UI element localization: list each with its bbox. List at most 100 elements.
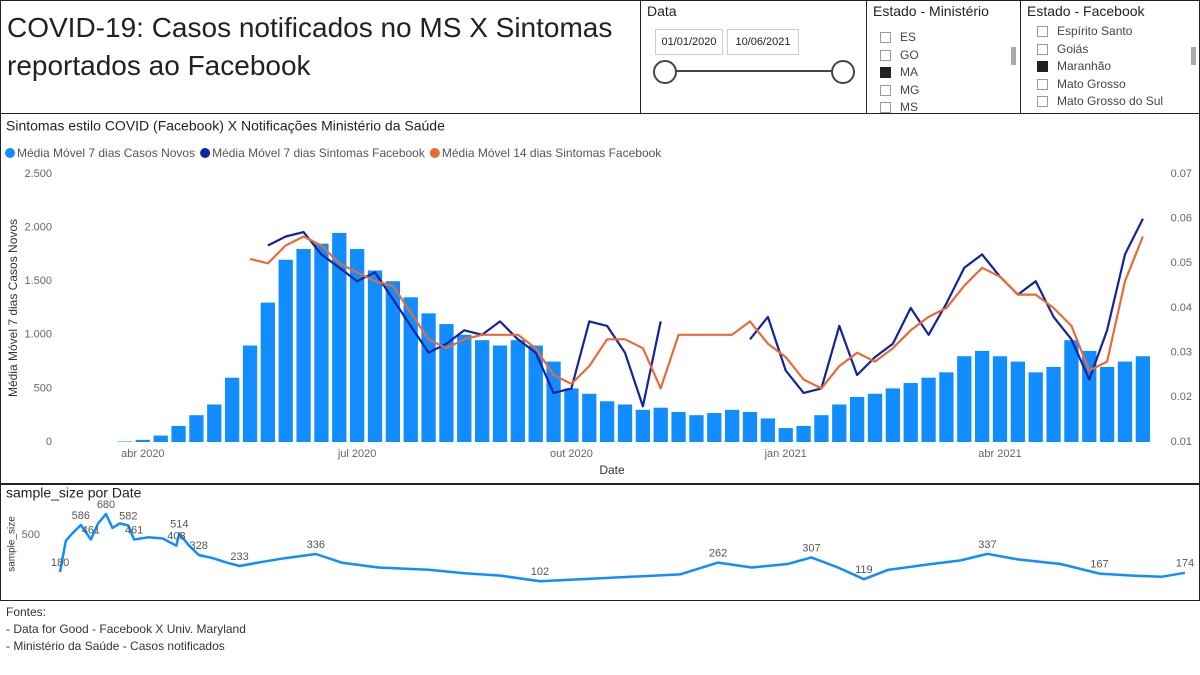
y-tick-label: 2.500 bbox=[24, 168, 52, 180]
y-tick-label: 500 bbox=[34, 382, 52, 394]
y2-tick-label: 0.04 bbox=[1171, 302, 1192, 314]
state-slicer: Estado - Ministério ES GO MA MG MS bbox=[867, 0, 1021, 114]
bar bbox=[350, 249, 365, 442]
bar bbox=[617, 404, 633, 442]
checkbox[interactable] bbox=[1037, 26, 1048, 37]
bar bbox=[778, 428, 793, 442]
y-tick-label: 1.500 bbox=[24, 275, 52, 287]
bar bbox=[742, 411, 758, 442]
checkbox[interactable] bbox=[880, 84, 891, 96]
slicer-item[interactable]: Maranhão bbox=[1057, 59, 1112, 73]
y-tick-label: 500 bbox=[22, 529, 40, 541]
slicer-item[interactable]: MA bbox=[900, 65, 918, 79]
y2-tick-label: 0.06 bbox=[1171, 213, 1192, 225]
bar bbox=[582, 393, 597, 442]
slicer-title: Estado - Ministério bbox=[873, 3, 989, 19]
slicer-item[interactable]: GO bbox=[900, 47, 919, 62]
slicer-item[interactable]: Goiás bbox=[1057, 41, 1089, 56]
bar bbox=[725, 409, 740, 442]
slicer-title: Data bbox=[647, 3, 677, 19]
bar bbox=[1100, 366, 1115, 442]
checkbox[interactable] bbox=[880, 67, 891, 78]
checkbox[interactable] bbox=[1037, 43, 1048, 55]
bar bbox=[957, 356, 972, 442]
bar bbox=[939, 372, 954, 442]
y2-tick-label: 0.01 bbox=[1171, 436, 1192, 448]
bar bbox=[1117, 361, 1133, 442]
bar bbox=[707, 413, 722, 442]
slicer-item[interactable]: ES bbox=[900, 30, 917, 44]
bar bbox=[992, 356, 1008, 442]
data-label: 180 bbox=[51, 557, 69, 569]
data-label: 586 bbox=[72, 510, 90, 522]
bar bbox=[1010, 361, 1025, 442]
bar bbox=[242, 345, 258, 442]
bar bbox=[385, 281, 400, 442]
bar bbox=[689, 415, 704, 442]
y2-tick-label: 0.03 bbox=[1171, 347, 1192, 359]
bar bbox=[564, 388, 579, 442]
main-chart: Sintomas estilo COVID (Facebook) X Notif… bbox=[5, 118, 1192, 477]
date-slicer: Data 01/01/2020 10/06/2021 bbox=[641, 0, 867, 114]
bar bbox=[600, 401, 615, 442]
page-title: COVID-19: Casos notificados no MS X Sint… bbox=[7, 12, 613, 81]
scrollbar[interactable] bbox=[1011, 47, 1016, 65]
x-tick-label: abr 2021 bbox=[978, 448, 1021, 460]
bar bbox=[207, 404, 222, 442]
bar bbox=[510, 340, 525, 442]
legend-label: Média Móvel 7 dias Sintomas Facebook bbox=[212, 146, 426, 160]
bar bbox=[832, 404, 847, 442]
data-label: 336 bbox=[307, 539, 325, 551]
checkbox[interactable] bbox=[880, 102, 891, 113]
legend-swatch bbox=[5, 148, 15, 158]
slider-handle[interactable] bbox=[653, 60, 677, 84]
slicer-title: Estado - Facebook bbox=[1027, 3, 1145, 19]
bar bbox=[1135, 356, 1150, 442]
y2-tick-label: 0.07 bbox=[1171, 168, 1192, 180]
checkbox[interactable] bbox=[1037, 96, 1048, 107]
checkbox[interactable] bbox=[1037, 61, 1048, 72]
slicer-item[interactable]: Mato Grosso do Sul bbox=[1057, 94, 1164, 108]
checkbox[interactable] bbox=[880, 49, 891, 61]
bar bbox=[546, 361, 561, 442]
bar bbox=[528, 345, 543, 442]
data-label: 680 bbox=[97, 499, 115, 511]
bar bbox=[885, 388, 900, 442]
bar bbox=[117, 441, 133, 442]
bar bbox=[814, 415, 829, 442]
bar bbox=[760, 418, 775, 442]
start-date[interactable]: 01/01/2020 bbox=[655, 29, 723, 55]
bar bbox=[1064, 340, 1079, 442]
checkbox[interactable] bbox=[880, 32, 891, 43]
bar bbox=[153, 435, 168, 442]
checkbox[interactable] bbox=[1037, 78, 1048, 90]
bar bbox=[314, 243, 329, 442]
y-tick-label: 0 bbox=[46, 436, 52, 448]
bar bbox=[171, 425, 186, 442]
chart-title: sample_size por Date bbox=[6, 485, 142, 501]
bar bbox=[1046, 366, 1061, 442]
slider-handle[interactable] bbox=[831, 60, 855, 84]
y-tick-label: 1.000 bbox=[24, 329, 52, 341]
bar bbox=[492, 345, 508, 442]
bar bbox=[653, 407, 668, 442]
slicer-item[interactable]: Espírito Santo bbox=[1057, 24, 1133, 38]
slicer-item[interactable]: MS bbox=[900, 100, 918, 114]
slicer-item[interactable]: Mato Grosso bbox=[1057, 76, 1126, 91]
bar bbox=[475, 340, 490, 442]
bar bbox=[367, 270, 383, 442]
scrollbar[interactable] bbox=[1191, 47, 1196, 65]
data-label: 461 bbox=[125, 524, 143, 536]
slicer-item[interactable]: MG bbox=[900, 82, 920, 97]
x-tick-label: abr 2020 bbox=[121, 448, 164, 460]
legend-label: Média Móvel 14 dias Sintomas Facebook bbox=[442, 146, 662, 160]
bar bbox=[635, 409, 650, 442]
data-label: 233 bbox=[230, 551, 248, 563]
end-date[interactable]: 10/06/2021 bbox=[727, 29, 799, 55]
bar bbox=[332, 232, 347, 442]
bar bbox=[796, 425, 811, 442]
y2-tick-label: 0.05 bbox=[1171, 257, 1192, 269]
footer-line: - Ministério da Saúde - Casos notificado… bbox=[6, 639, 225, 653]
bar bbox=[671, 411, 686, 442]
